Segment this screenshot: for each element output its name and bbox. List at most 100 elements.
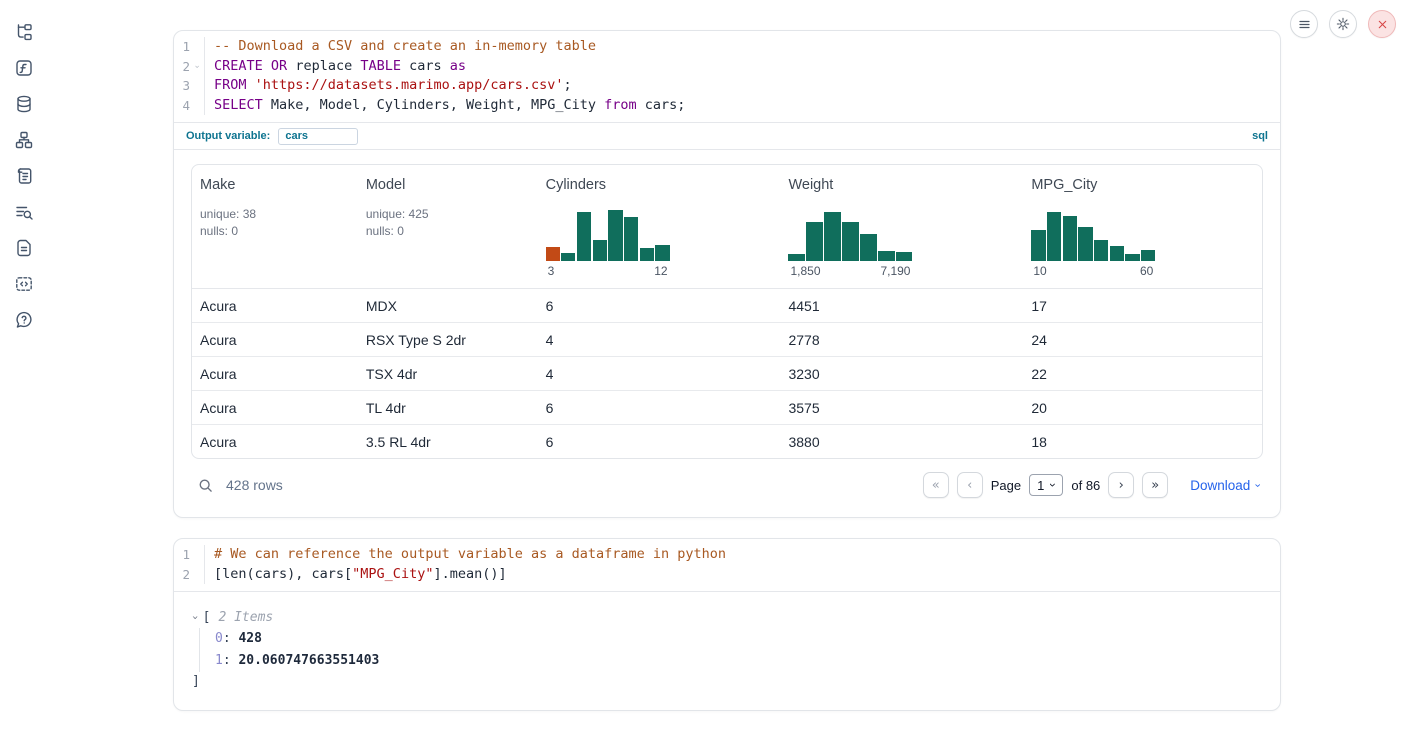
output-variable-label: Output variable:: [186, 130, 270, 142]
table-cell: 6: [538, 391, 781, 424]
code-line[interactable]: 1 -- Download a CSV and create an in-mem…: [174, 37, 1280, 57]
table-cell: 4451: [780, 289, 1023, 322]
column-header[interactable]: Modelunique: 425nulls: 0: [358, 165, 538, 288]
histogram-bar: [577, 212, 591, 261]
table-cell: Acura: [192, 323, 358, 356]
tree-entry-value: 428: [238, 631, 261, 646]
code-token: as: [450, 58, 466, 74]
histogram-bar: [1125, 254, 1139, 261]
output-variable-input[interactable]: [278, 128, 358, 145]
python-cell: 1 # We can reference the output variable…: [173, 538, 1281, 711]
tree-entry-key: 1: [215, 653, 223, 668]
code-token: TABLE: [360, 58, 401, 74]
python-code-editor[interactable]: 1 # We can reference the output variable…: [174, 539, 1280, 591]
search-icon[interactable]: [195, 477, 220, 494]
pagination: Page 1 of 86 Download: [923, 472, 1259, 498]
close-icon[interactable]: [1368, 10, 1396, 38]
page-total-label: of 86: [1071, 478, 1100, 493]
histogram-bar: [896, 252, 912, 261]
table-header: Makeunique: 38nulls: 0 Modelunique: 425n…: [192, 165, 1262, 289]
items-count: 2 Items: [218, 610, 273, 625]
code-line[interactable]: 1 # We can reference the output variable…: [174, 545, 1280, 565]
tree-entry-key: 0: [215, 631, 223, 646]
file-tree-icon[interactable]: [0, 14, 48, 50]
snippets-icon[interactable]: [0, 266, 48, 302]
collapse-chevron-icon[interactable]: [192, 611, 199, 624]
download-label: Download: [1190, 478, 1250, 493]
help-icon[interactable]: [0, 302, 48, 338]
table-row[interactable]: AcuraTSX 4dr4323022: [192, 357, 1262, 391]
column-histogram: 312: [546, 205, 670, 278]
code-token: ;: [564, 77, 572, 93]
code-token: -- Download a CSV and create an in-memor…: [214, 38, 596, 54]
table-row[interactable]: AcuraRSX Type S 2dr4277824: [192, 323, 1262, 357]
datasources-icon[interactable]: [0, 86, 48, 122]
code-token: FROM: [214, 77, 247, 93]
dependency-graph-icon[interactable]: [0, 122, 48, 158]
table-cell: 4: [538, 357, 781, 390]
table-cell: 17: [1023, 289, 1262, 322]
code-token: cars;: [637, 97, 686, 113]
download-button[interactable]: Download: [1190, 478, 1259, 493]
first-page-button[interactable]: [923, 472, 949, 498]
column-title: Weight: [788, 177, 1015, 193]
code-token: 'https://datasets.marimo.app/cars.csv': [255, 77, 564, 93]
table-cell: 3880: [780, 425, 1023, 458]
table-cell: Acura: [192, 357, 358, 390]
table-cell: TL 4dr: [358, 391, 538, 424]
table-cell: Acura: [192, 425, 358, 458]
histogram-bar: [788, 254, 804, 261]
function-icon[interactable]: [0, 50, 48, 86]
table-cell: 6: [538, 425, 781, 458]
code-token: [263, 58, 271, 74]
documentation-icon[interactable]: [0, 230, 48, 266]
logs-search-icon[interactable]: [0, 194, 48, 230]
page-label: Page: [991, 478, 1021, 493]
chevron-down-icon: [1047, 483, 1059, 487]
tree-entry-value: 20.060747663551403: [238, 653, 379, 668]
column-header[interactable]: MPG_City 1060: [1023, 165, 1262, 288]
table-cell: 18: [1023, 425, 1262, 458]
last-page-button[interactable]: [1142, 472, 1168, 498]
fold-chevron-icon[interactable]: [191, 57, 201, 77]
prev-page-button[interactable]: [957, 472, 983, 498]
gear-icon[interactable]: [1329, 10, 1357, 38]
table-row[interactable]: AcuraTL 4dr6357520: [192, 391, 1262, 425]
line-number: 2: [174, 57, 205, 77]
column-header[interactable]: Cylinders 312: [538, 165, 781, 288]
scratchpad-icon[interactable]: [0, 158, 48, 194]
sql-code-editor[interactable]: 1 -- Download a CSV and create an in-mem…: [174, 31, 1280, 122]
column-stats: unique: 425nulls: 0: [366, 206, 530, 239]
table-row[interactable]: Acura3.5 RL 4dr6388018: [192, 425, 1262, 458]
line-number: 2: [174, 565, 205, 585]
code-token: [len(cars), cars[: [214, 566, 352, 582]
code-line[interactable]: 3 FROM 'https://datasets.marimo.app/cars…: [174, 76, 1280, 96]
close-bracket: ]: [192, 672, 1262, 692]
code-token: cars: [401, 58, 450, 74]
code-line[interactable]: 2 [len(cars), cars["MPG_City"].mean()]: [174, 565, 1280, 585]
histogram-bar: [1141, 250, 1155, 261]
line-number: 3: [174, 76, 205, 96]
column-header[interactable]: Makeunique: 38nulls: 0: [192, 165, 358, 288]
table-row[interactable]: AcuraMDX6445117: [192, 289, 1262, 323]
line-number: 4: [174, 96, 205, 116]
code-line[interactable]: 2 CREATE OR replace TABLE cars as: [174, 57, 1280, 77]
table-body: AcuraMDX6445117AcuraRSX Type S 2dr427782…: [192, 289, 1262, 458]
chevron-down-icon: [1252, 483, 1263, 487]
page-select[interactable]: 1: [1029, 474, 1063, 496]
output-tree: [ 2 Items 0: 428 1: 20.060747663551403 ]: [174, 592, 1280, 710]
column-title: MPG_City: [1031, 177, 1254, 193]
menu-icon[interactable]: [1290, 10, 1318, 38]
line-number: 1: [174, 545, 205, 565]
next-page-button[interactable]: [1108, 472, 1134, 498]
code-line[interactable]: 4 SELECT Make, Model, Cylinders, Weight,…: [174, 96, 1280, 116]
axis-max-label: 60: [1140, 264, 1153, 278]
histogram-bar: [1094, 240, 1108, 261]
table-cell: 24: [1023, 323, 1262, 356]
table-footer: 428 rows Page 1 of 86 Download: [191, 470, 1263, 500]
column-stats: unique: 38nulls: 0: [200, 206, 350, 239]
page-select-value: 1: [1037, 478, 1044, 493]
column-header[interactable]: Weight 1,8507,190: [780, 165, 1023, 288]
axis-min-label: 3: [548, 264, 555, 278]
table-cell: 4: [538, 323, 781, 356]
